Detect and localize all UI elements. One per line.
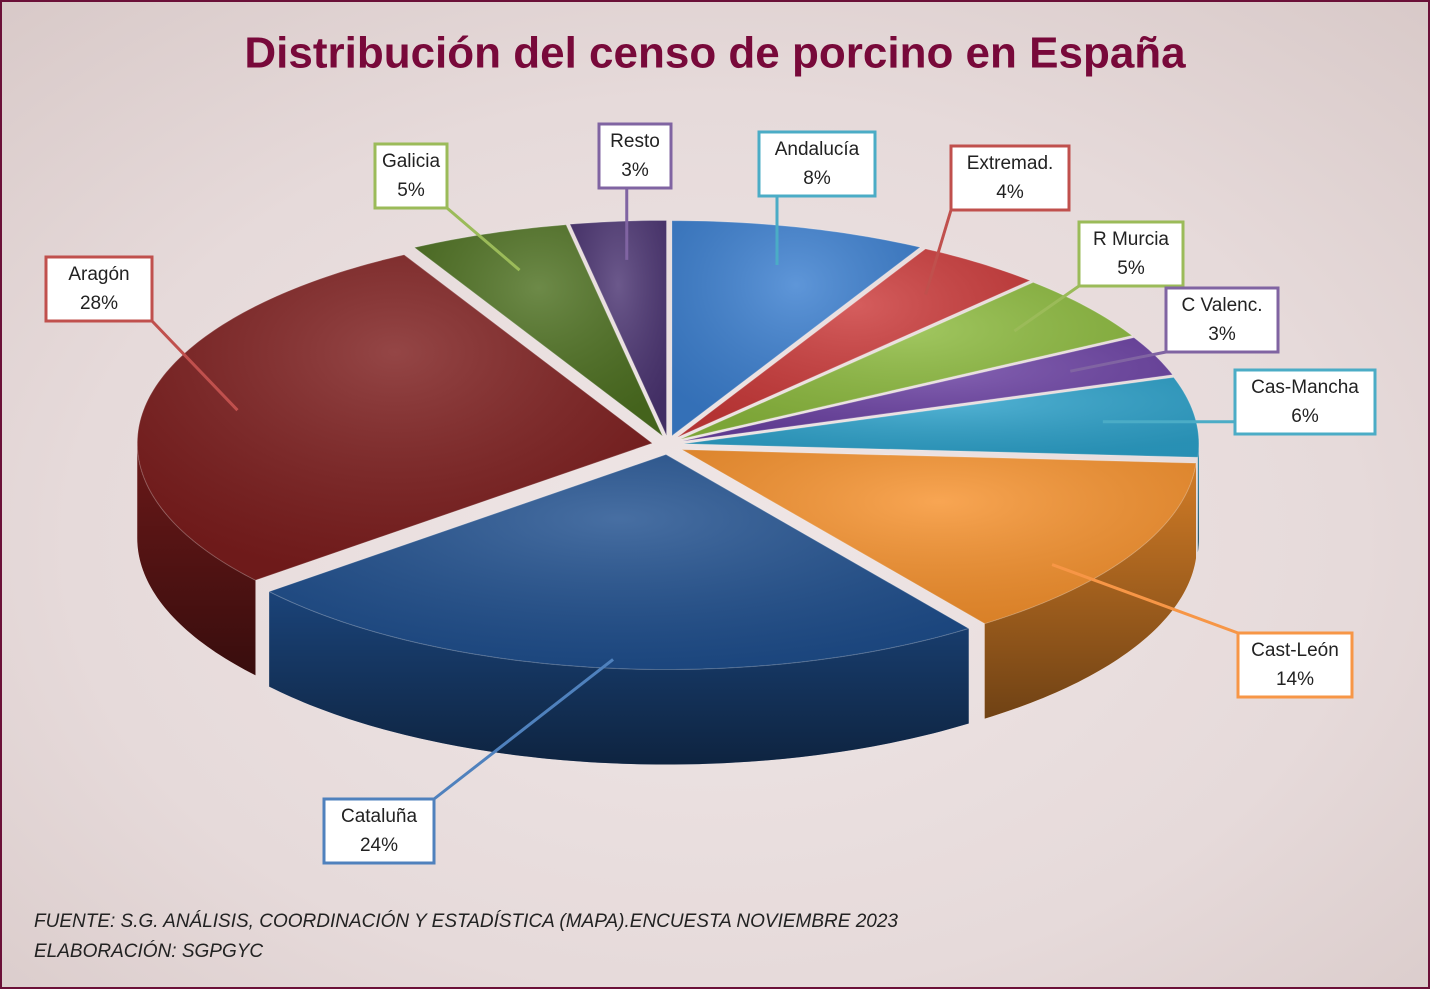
label-value: 3% [621,160,649,181]
slice-gloss [683,377,1199,458]
label-box [1077,220,1185,288]
label-name: Andalucía [775,139,860,160]
leader-line [1069,350,1167,373]
label-name: Galicia [382,151,441,172]
slice-gloss [677,248,1030,438]
slice-side-shade [269,591,969,765]
label-box [1236,631,1354,699]
slice-gloss [682,337,1173,442]
source-note: FUENTE: S.G. ANÁLISIS, COORDINACIÓN Y ES… [34,910,898,932]
slice-side-shade [984,463,1197,719]
label-value: 6% [1291,406,1319,427]
slice-gloss [269,454,969,670]
label-name: Cataluña [341,806,417,827]
label-box [757,130,877,198]
label-value: 8% [803,168,831,189]
label-name: Resto [610,131,660,152]
label-name: Aragón [68,264,129,285]
label-name: Extremad. [967,153,1054,174]
label-box [44,255,154,323]
leader-line [924,209,953,296]
label-box [322,797,436,865]
label-box [949,144,1071,212]
slice-gloss [680,282,1132,440]
label-name: C Valenc. [1182,295,1263,316]
label-value: 14% [1276,669,1314,690]
label-value: 28% [80,293,118,314]
label-value: 24% [360,835,398,856]
label-box [373,142,449,210]
slice-gloss [137,254,653,581]
slice-gloss [671,220,921,436]
label-value: 3% [1208,324,1236,345]
leader-line [446,206,521,272]
label-name: R Murcia [1093,229,1169,250]
slice-gloss [682,449,1197,624]
label-name: Cast-León [1251,640,1339,661]
leader-line [1051,563,1239,635]
label-box [1233,368,1377,436]
label-box [1164,286,1280,354]
leader-line [150,319,239,412]
credit-note: ELABORACIÓN: SGPGYC [34,940,263,962]
slice-side-shade [1197,443,1199,553]
chart-title: Distribución del censo de porcino en Esp… [244,29,1186,78]
slice-gloss [569,220,667,436]
label-name: Cas-Mancha [1251,377,1359,398]
slice-side-shade [137,443,256,676]
label-box [597,122,673,190]
pie [136,219,1200,765]
slice-gloss [414,224,663,436]
label-value: 5% [397,180,425,201]
labels: Andalucía 8% Extremad. 4% R Murcia 5% C Valenc… [44,122,1377,865]
label-value: 4% [996,182,1024,203]
leader-line [1013,284,1080,333]
leader-line [433,658,614,801]
label-value: 5% [1117,258,1145,279]
